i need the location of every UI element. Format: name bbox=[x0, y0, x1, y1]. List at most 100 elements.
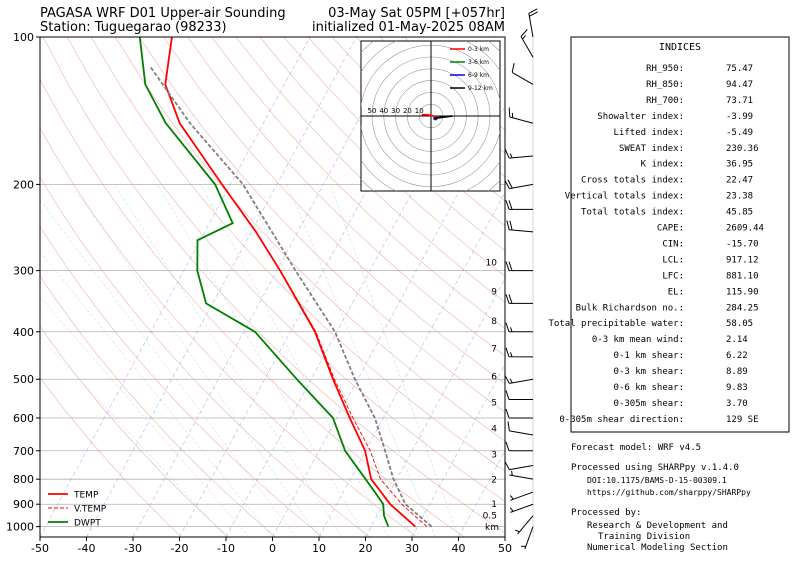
height-unit: km bbox=[485, 523, 499, 533]
wind-barb bbox=[505, 390, 533, 400]
dry-adiabat bbox=[211, 37, 505, 330]
y-tick-label: 700 bbox=[13, 445, 34, 458]
y-tick-label: 300 bbox=[13, 265, 34, 278]
index-label: CAPE: bbox=[657, 224, 684, 234]
footer-by: Processed by: bbox=[571, 508, 641, 518]
index-value: -15.70 bbox=[726, 239, 759, 249]
dry-adiabat bbox=[235, 37, 505, 303]
barb-shape bbox=[504, 179, 534, 190]
index-label: Bulk Richardson no.: bbox=[576, 303, 684, 313]
footer-org: Numerical Modeling Section bbox=[587, 543, 728, 553]
barb-shape bbox=[505, 390, 533, 400]
barb-shape bbox=[505, 441, 534, 452]
moist-adiabat bbox=[329, 184, 459, 537]
index-value: 45.85 bbox=[726, 208, 753, 218]
index-value: -5.49 bbox=[726, 128, 753, 138]
hodo-ring-label: 20 bbox=[403, 107, 412, 115]
barb-shape bbox=[528, 8, 538, 38]
footer-doi: DOI:10.1175/BAMS-D-15-00309.1 bbox=[587, 476, 727, 485]
hodo-ring-label: 10 bbox=[415, 107, 424, 115]
index-label: 0-1 km shear: bbox=[614, 351, 684, 361]
index-value: 2.14 bbox=[726, 335, 748, 345]
height-label: 4 bbox=[491, 425, 497, 435]
index-label: LFC: bbox=[662, 271, 684, 281]
barb-shape bbox=[509, 503, 534, 513]
title-right: 03-May Sat 05PM [+057hr] bbox=[328, 6, 505, 21]
index-value: 129 SE bbox=[726, 415, 759, 425]
index-label: Showalter index: bbox=[597, 112, 684, 122]
y-tick-label: 1000 bbox=[6, 521, 34, 534]
wind-barb bbox=[509, 491, 534, 501]
moist-adiabat bbox=[157, 184, 366, 537]
moist-adiabat bbox=[70, 184, 320, 537]
isotherm bbox=[411, 364, 505, 537]
hodo-ring-label: 50 bbox=[368, 107, 377, 115]
isotherm bbox=[179, 37, 450, 537]
isotherm bbox=[86, 37, 357, 537]
footer-org: Training Division bbox=[598, 532, 690, 542]
hodo-ring-label: 30 bbox=[391, 107, 400, 115]
dry-adiabat bbox=[42, 37, 505, 534]
index-value: 58.05 bbox=[726, 319, 753, 329]
dry-adiabat bbox=[40, 377, 182, 537]
hodo-line bbox=[421, 113, 438, 119]
y-tick-label: 800 bbox=[13, 473, 34, 486]
index-label: RH_950: bbox=[646, 64, 684, 74]
wind-barb bbox=[520, 29, 534, 58]
wind-barb bbox=[507, 421, 534, 436]
hodo-legend-label: 0-3 km bbox=[468, 46, 489, 53]
moist-adiabat bbox=[243, 184, 413, 537]
dry-adiabat bbox=[283, 37, 505, 252]
wind-barb bbox=[505, 441, 534, 452]
moist-adiabat bbox=[200, 184, 390, 537]
wind-barb bbox=[505, 322, 534, 333]
x-tick-label: -10 bbox=[217, 542, 235, 555]
wind-barb bbox=[505, 294, 534, 304]
isotherm bbox=[272, 105, 505, 537]
barb-shape bbox=[505, 408, 534, 419]
profile-line bbox=[280, 270, 428, 527]
barb-shape bbox=[514, 515, 534, 535]
index-value: 75.47 bbox=[726, 64, 753, 74]
height-label: 5 bbox=[491, 399, 497, 409]
wind-barb bbox=[508, 107, 534, 124]
index-label: RH_700: bbox=[646, 96, 684, 106]
dry-adiabat bbox=[66, 37, 505, 502]
barb-shape bbox=[507, 421, 534, 436]
dry-adiabat bbox=[40, 275, 276, 537]
barb-shape bbox=[504, 374, 534, 384]
wind-barb bbox=[514, 515, 534, 535]
wind-barb bbox=[506, 220, 534, 233]
hodo-legend-label: 6-9 km bbox=[468, 72, 489, 79]
height-label: 1 bbox=[491, 500, 497, 510]
height-label: 3 bbox=[491, 451, 497, 461]
moist-adiabat bbox=[114, 184, 343, 537]
wind-barb bbox=[528, 8, 538, 38]
height-label: 2 bbox=[491, 476, 497, 486]
index-value: 6.22 bbox=[726, 351, 748, 361]
index-label: Lifted index: bbox=[614, 128, 684, 138]
dry-adiabat bbox=[163, 37, 505, 385]
legend-label: TEMP bbox=[73, 491, 99, 501]
indices-title: INDICES bbox=[659, 42, 701, 53]
profile-line bbox=[149, 66, 433, 528]
index-value: 22.47 bbox=[726, 176, 753, 186]
height-label: 10 bbox=[486, 259, 498, 269]
index-label: EL: bbox=[668, 287, 684, 297]
dry-adiabat bbox=[40, 225, 323, 537]
moist-adiabat bbox=[40, 251, 273, 537]
x-tick-label: 50 bbox=[498, 542, 512, 555]
index-label: 0-3 km mean wind: bbox=[592, 335, 684, 345]
index-value: 73.71 bbox=[726, 96, 753, 106]
isotherm bbox=[458, 450, 505, 537]
x-tick-label: 30 bbox=[405, 542, 419, 555]
dry-adiabat bbox=[40, 325, 229, 537]
barb-shape bbox=[508, 107, 534, 124]
index-value: 3.70 bbox=[726, 399, 748, 409]
index-label: 0-305m shear direction: bbox=[559, 415, 684, 425]
footer-org: Research & Development and bbox=[587, 521, 728, 531]
height-label: 0.5 bbox=[483, 512, 497, 522]
index-value: 94.47 bbox=[726, 80, 753, 90]
